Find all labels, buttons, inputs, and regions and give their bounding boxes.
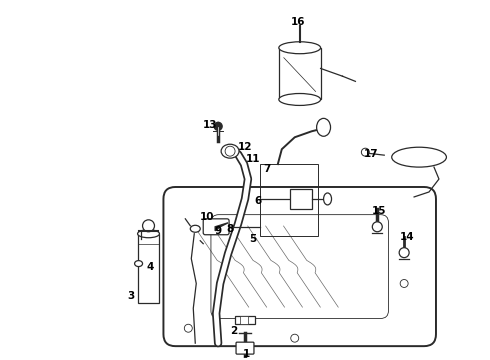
Circle shape (143, 220, 154, 232)
Ellipse shape (190, 225, 200, 232)
Circle shape (291, 334, 299, 342)
Ellipse shape (135, 261, 143, 266)
Text: 3: 3 (127, 291, 134, 301)
Circle shape (400, 279, 408, 287)
Bar (235, 316, 255, 324)
Bar (290, 189, 312, 209)
Text: 15: 15 (372, 206, 387, 216)
Circle shape (399, 248, 409, 258)
FancyBboxPatch shape (236, 342, 254, 354)
Ellipse shape (323, 193, 332, 205)
Ellipse shape (279, 42, 320, 54)
Bar (279, 48, 320, 99)
Bar (138, 234, 159, 303)
Text: 5: 5 (249, 234, 257, 244)
Text: 9: 9 (215, 226, 221, 236)
Text: 7: 7 (263, 164, 270, 174)
Bar (260, 164, 318, 236)
Polygon shape (215, 223, 228, 231)
Ellipse shape (317, 118, 331, 136)
Text: 2: 2 (230, 326, 238, 336)
Text: 4: 4 (147, 262, 154, 271)
Bar (240, 316, 248, 324)
Text: 16: 16 (291, 17, 305, 27)
Text: 12: 12 (238, 142, 252, 152)
FancyBboxPatch shape (164, 187, 436, 346)
Circle shape (214, 122, 222, 130)
Text: 13: 13 (203, 120, 218, 130)
Text: 8: 8 (226, 224, 234, 234)
Text: 14: 14 (400, 232, 415, 242)
Ellipse shape (138, 230, 159, 238)
FancyBboxPatch shape (203, 219, 229, 235)
Text: 17: 17 (364, 149, 379, 159)
Circle shape (362, 148, 369, 156)
Ellipse shape (392, 147, 446, 167)
Ellipse shape (221, 144, 239, 158)
Text: 6: 6 (254, 196, 262, 206)
Circle shape (184, 324, 192, 332)
Circle shape (225, 146, 235, 156)
Text: 10: 10 (200, 212, 215, 222)
Ellipse shape (279, 94, 320, 105)
Text: 1: 1 (243, 349, 249, 359)
Circle shape (372, 222, 382, 232)
Text: 11: 11 (245, 154, 260, 164)
